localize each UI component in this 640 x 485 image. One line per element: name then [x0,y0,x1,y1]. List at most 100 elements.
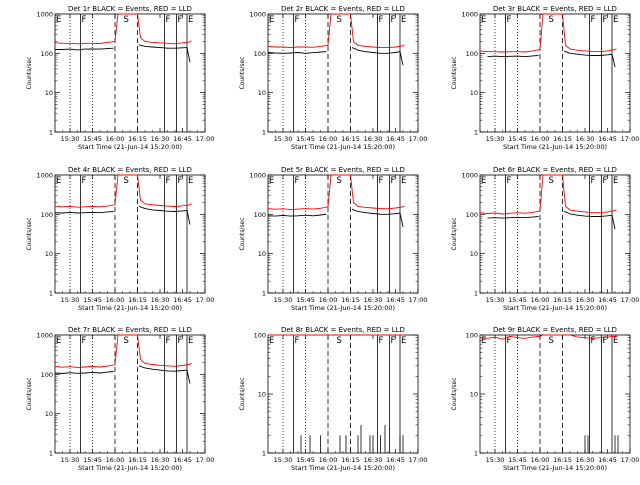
y-tick-label: 1 [262,290,266,298]
x-tick-label: 15:30 [486,135,505,143]
y-tick-label: 100 [466,50,478,58]
y-tick-label: 10 [258,391,266,399]
x-tick-label: 15:45 [296,296,315,304]
x-tick-label: 17:00 [196,456,215,464]
flag-label: F [82,15,87,25]
x-tick-label: 16:30 [364,456,383,464]
flag-label: F [591,336,596,346]
flag-label: F [82,336,87,346]
x-tick-label: 17:00 [196,135,215,143]
x-tick-label: 16:00 [531,296,550,304]
x-tick-label: 17:00 [409,135,428,143]
flag-label: E [269,176,274,186]
x-tick-label: 17:00 [196,296,215,304]
plot-frame [267,174,419,294]
y-axis-label: Counts/sec [26,56,33,89]
x-axis-label: Start Time (21-Jun-14 15:20:00) [503,143,607,151]
x-tick-label: 16:45 [173,456,192,464]
panel-title: Det 1r BLACK = Events, RED = LLD [68,5,192,13]
y-tick-label: 100 [254,50,266,58]
x-axis-label: Start Time (21-Jun-14 15:20:00) [78,143,182,151]
lld-series-line [479,334,617,340]
x-tick-label: 16:00 [319,135,338,143]
plot-frame [54,13,206,133]
flag-label: E [401,336,406,346]
flag-label: F [166,336,171,346]
panel-title: Det 6r BLACK = Events, RED = LLD [493,166,617,174]
y-axis-label: Counts/sec [451,377,458,410]
y-tick-label: 1000 [461,11,478,19]
x-axis-label: Start Time (21-Jun-14 15:20:00) [291,464,395,472]
y-axis-label: Counts/sec [451,56,458,89]
panel-2: Det 2r BLACK = Events, RED = LLD 1 10 100 10… [239,5,427,151]
flag-label: F [178,15,183,25]
x-tick-label: 15:45 [508,296,527,304]
plot-frame [267,334,419,454]
x-tick-label: 16:45 [598,135,617,143]
x-tick-label: 15:30 [274,296,293,304]
flag-label: S [549,15,554,25]
x-axis-label: Start Time (21-Jun-14 15:20:00) [503,464,607,472]
events-series-line [487,216,539,219]
x-axis-label: Start Time (21-Jun-14 15:20:00) [503,304,607,312]
x-tick-label: 16:30 [151,135,170,143]
y-tick-label: 10 [45,410,53,418]
x-axis-label: Start Time (21-Jun-14 15:20:00) [78,304,182,312]
flag-label: E [188,176,193,186]
events-series-line [267,213,327,217]
events-series-line [563,210,616,230]
x-tick-label: 15:45 [508,135,527,143]
x-tick-label: 15:45 [508,456,527,464]
flag-label: F [603,336,608,346]
y-tick-label: 100 [466,332,478,340]
x-tick-label: 15:45 [83,296,102,304]
flag-label: E [401,15,406,25]
y-axis-label: Counts/sec [26,377,33,410]
flag-label: E [188,15,193,25]
x-tick-label: 15:30 [274,456,293,464]
events-series-line [138,205,191,225]
x-tick-label: 16:30 [576,296,595,304]
y-tick-label: 1 [49,129,53,137]
events-series-line [487,55,539,58]
y-tick-label: 100 [41,50,53,58]
flag-label: F [591,176,596,186]
y-tick-label: 1 [262,129,266,137]
y-axis-label: Counts/sec [239,217,246,250]
y-tick-label: 1000 [249,11,266,19]
flag-label: E [481,336,486,346]
x-tick-label: 16:15 [128,135,147,143]
events-series-line [55,47,114,51]
x-tick-label: 16:15 [553,135,572,143]
flag-label: E [481,15,486,25]
plot-frame [267,13,419,133]
lld-series-line [479,13,617,53]
y-axis-label: Counts/sec [451,217,458,250]
x-tick-label: 16:15 [128,456,147,464]
panel-title: Det 8r BLACK = Events, RED = LLD [281,326,405,334]
flag-label: S [549,176,554,186]
y-tick-label: 1 [474,450,478,458]
x-tick-label: 17:00 [409,456,428,464]
x-tick-label: 16:15 [341,135,360,143]
flag-label: S [337,336,342,346]
y-tick-label: 1000 [249,172,266,180]
panel-1: Det 1r BLACK = Events, RED = LLD 1 10 100 10… [26,5,214,151]
flag-label: F [295,336,300,346]
panel-6: Det 6r BLACK = Events, RED = LLD 1 10 100 10… [451,166,639,312]
y-tick-label: 10 [470,391,478,399]
x-tick-label: 15:30 [61,456,80,464]
lld-series-line [54,13,192,45]
y-tick-label: 10 [470,250,478,258]
panel-title: Det 2r BLACK = Events, RED = LLD [281,5,405,13]
events-series-line [351,208,404,227]
x-tick-label: 16:00 [106,135,125,143]
panel-title: Det 5r BLACK = Events, RED = LLD [281,166,405,174]
y-tick-label: 10 [258,89,266,97]
flag-label: F [379,336,384,346]
x-tick-label: 15:30 [486,296,505,304]
flag-label: S [124,176,129,186]
flag-label: F [295,15,300,25]
flag-label: F [178,176,183,186]
